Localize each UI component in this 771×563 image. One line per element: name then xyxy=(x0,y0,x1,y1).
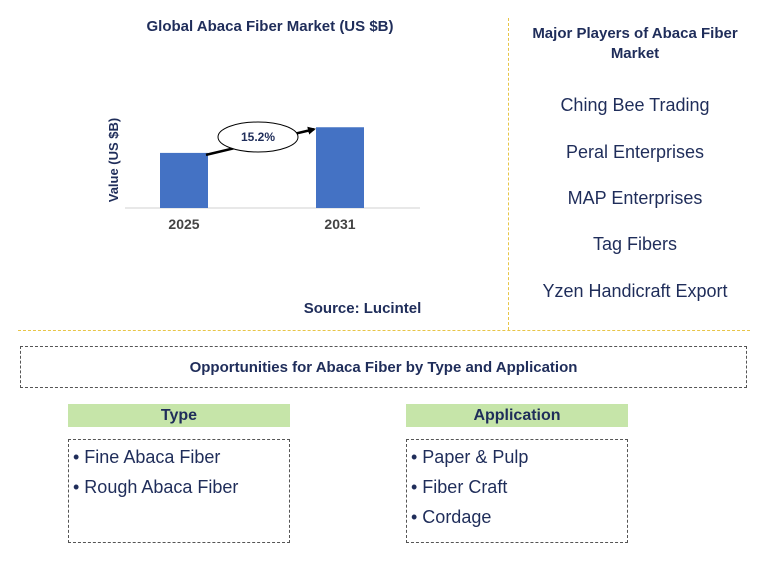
bar-2031 xyxy=(316,127,364,208)
x-tick-label: 2031 xyxy=(324,216,355,232)
type-item: • Fine Abaca Fiber xyxy=(73,447,221,467)
application-header: Application xyxy=(406,404,628,427)
chart-title: Global Abaca Fiber Market (US $B) xyxy=(146,18,394,35)
opportunities-title: Opportunities for Abaca Fiber by Type an… xyxy=(20,346,747,388)
application-list: • Paper & Pulp • Fiber Craft • Cordage xyxy=(406,439,628,543)
bar-chart: 2025 2031 15.2% Value (US $B) xyxy=(106,118,420,232)
application-item: • Fiber Craft xyxy=(411,477,508,497)
horizontal-divider xyxy=(18,330,750,331)
bar-2025 xyxy=(160,152,208,208)
player-item: Peral Enterprises xyxy=(565,142,705,162)
cagr-label: 15.2% xyxy=(241,130,275,144)
application-item: • Cordage xyxy=(411,507,492,527)
player-item: Yzen Handicraft Export xyxy=(542,281,728,301)
vertical-divider xyxy=(508,18,509,330)
player-item: Ching Bee Trading xyxy=(560,95,710,115)
y-axis-label: Value (US $B) xyxy=(106,118,121,203)
x-tick-label: 2025 xyxy=(168,216,199,232)
cagr-bubble xyxy=(217,121,299,153)
type-item: • Rough Abaca Fiber xyxy=(73,477,239,497)
player-item: Tag Fibers xyxy=(592,234,678,254)
application-item: • Paper & Pulp xyxy=(411,447,529,467)
player-item: MAP Enterprises xyxy=(567,188,703,208)
type-list: • Fine Abaca Fiber • Rough Abaca Fiber xyxy=(68,439,290,543)
source-note: Source: Lucintel xyxy=(303,300,422,317)
type-header: Type xyxy=(68,404,290,427)
players-title: Major Players of Abaca Fiber Market xyxy=(532,25,738,62)
